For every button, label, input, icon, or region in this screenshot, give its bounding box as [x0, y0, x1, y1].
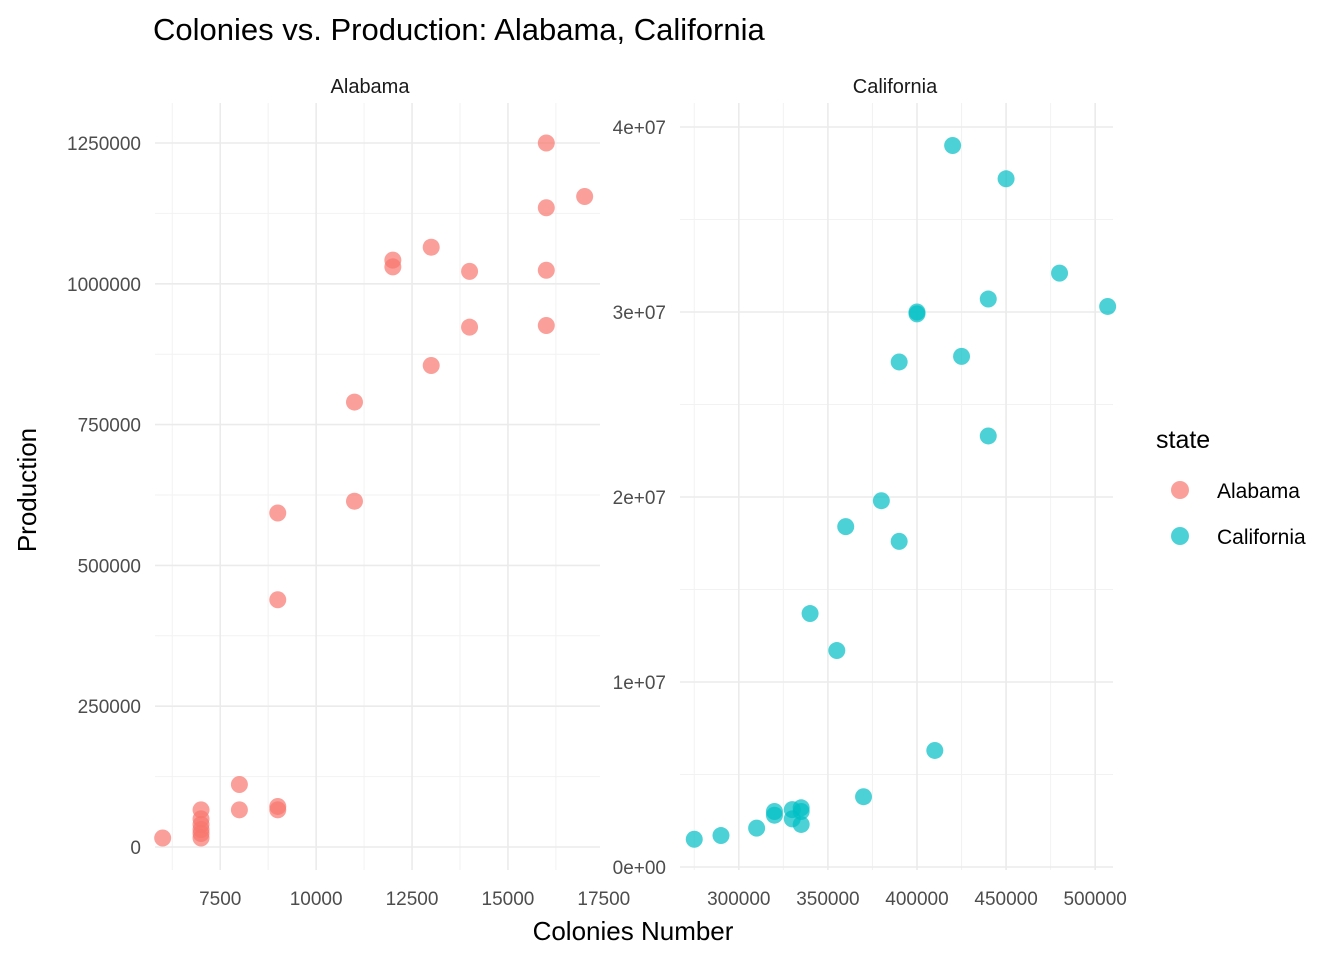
data-point-california: [953, 347, 971, 365]
data-point-alabama: [461, 318, 479, 336]
data-point-alabama: [537, 316, 555, 334]
data-point-california: [828, 642, 846, 660]
x-tick-label: 17500: [577, 889, 630, 910]
y-tick-label: 1250000: [67, 134, 141, 155]
x-tick-label: 350000: [796, 889, 859, 910]
data-point-alabama: [422, 238, 440, 256]
data-point-alabama: [269, 591, 287, 609]
chart-title: Colonies vs. Production: Alabama, Califo…: [153, 12, 765, 47]
data-point-california: [837, 518, 855, 536]
data-point-california: [872, 492, 890, 510]
y-tick-label: 0: [130, 838, 141, 859]
data-point-california: [997, 170, 1015, 188]
data-point-california: [685, 830, 703, 848]
data-point-california: [801, 605, 819, 623]
x-tick-label: 450000: [974, 889, 1037, 910]
data-point-alabama: [537, 261, 555, 279]
legend: state Alabama California: [1156, 426, 1306, 549]
x-tick-label: 400000: [885, 889, 948, 910]
y-tick-label: 0e+00: [613, 858, 666, 879]
data-point-alabama: [192, 829, 210, 847]
data-point-alabama: [461, 262, 479, 280]
y-tick-label: 4e+07: [613, 118, 666, 139]
data-point-alabama: [345, 393, 363, 411]
data-point-california: [979, 290, 997, 308]
data-point-alabama: [154, 829, 172, 847]
data-point-alabama: [230, 801, 248, 819]
x-axis-label: Colonies Number: [533, 916, 734, 946]
y-tick-label: 3e+07: [613, 303, 666, 324]
data-point-california: [712, 827, 730, 845]
data-point-california: [890, 532, 908, 550]
legend-label-california: California: [1217, 526, 1306, 549]
data-point-alabama: [576, 188, 594, 206]
data-point-california: [908, 305, 926, 323]
data-point-california: [890, 353, 908, 371]
facet-strip-label: Alabama: [331, 76, 411, 98]
y-tick-label: 250000: [78, 697, 141, 718]
data-point-alabama: [269, 801, 287, 819]
data-point-california: [1051, 264, 1069, 282]
facet-strip-label: California: [853, 76, 938, 98]
y-tick-label: 500000: [78, 556, 141, 577]
x-tick-label: 500000: [1063, 889, 1126, 910]
legend-title: state: [1156, 426, 1210, 454]
data-point-california: [944, 137, 962, 154]
data-point-california: [979, 427, 997, 445]
y-tick-label: 750000: [78, 416, 141, 437]
data-point-california: [855, 788, 873, 806]
y-tick-label: 2e+07: [613, 488, 666, 509]
x-tick-label: 10000: [290, 889, 343, 910]
facet-panel-alabama: Alabama 7500 10000 12500 15000 17500 0 250000 50…: [67, 76, 630, 910]
data-point-california: [765, 806, 783, 824]
data-point-california: [792, 815, 810, 833]
x-tick-label: 7500: [199, 889, 241, 910]
data-point-alabama: [422, 356, 440, 374]
data-point-california: [926, 741, 944, 759]
data-point-alabama: [230, 775, 248, 793]
data-point-alabama: [537, 134, 555, 152]
data-point-alabama: [537, 199, 555, 217]
facet-panel-california: California 300000 350000 400000 450000 500000…: [613, 76, 1127, 910]
data-point-california: [1099, 297, 1117, 315]
data-point-alabama: [345, 492, 363, 510]
data-point-alabama: [269, 504, 287, 522]
legend-label-alabama: Alabama: [1217, 480, 1300, 503]
y-tick-label: 1e+07: [613, 673, 666, 694]
y-tick-label: 1000000: [67, 275, 141, 296]
legend-key-california: [1171, 527, 1189, 545]
x-tick-label: 300000: [707, 889, 770, 910]
data-point-california: [748, 819, 766, 837]
legend-key-alabama: [1171, 481, 1189, 499]
x-tick-label: 15000: [482, 889, 535, 910]
data-point-alabama: [384, 258, 402, 276]
y-axis-label: Production: [12, 428, 42, 552]
x-tick-label: 12500: [386, 889, 439, 910]
